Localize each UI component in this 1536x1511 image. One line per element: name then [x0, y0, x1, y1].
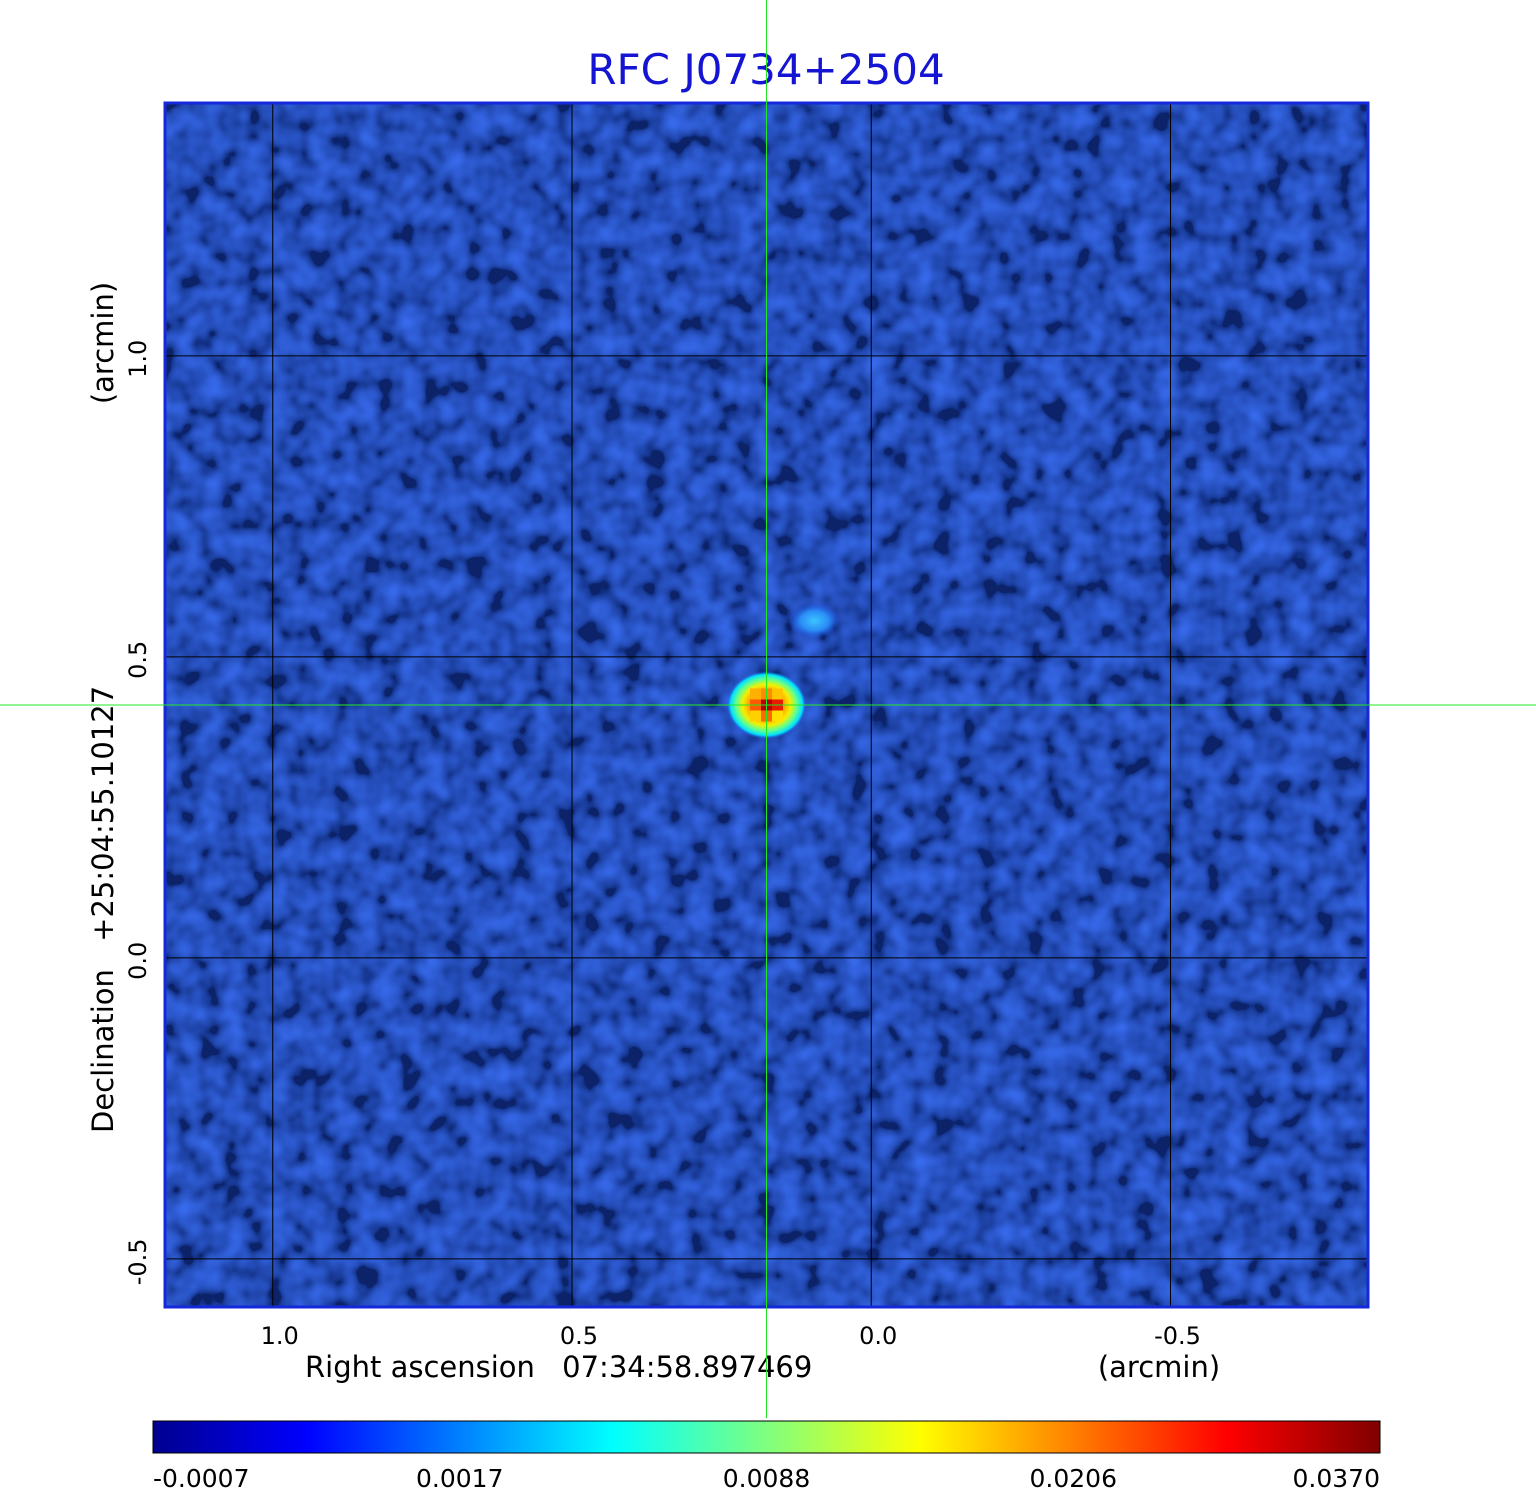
x-axis-center: 07:34:58.897469 [562, 1350, 812, 1384]
x-axis-unit: (arcmin) [1098, 1350, 1220, 1384]
source-pixel [772, 688, 783, 700]
x-tick-labels: 1.0 0.5 0.0 -0.5 [261, 1322, 1201, 1350]
x-tick-label: 0.0 [859, 1322, 897, 1350]
x-tick-label: 1.0 [261, 1322, 299, 1350]
x-tick-label: 0.5 [560, 1322, 598, 1350]
x-tick-label: -0.5 [1154, 1322, 1201, 1350]
y-tick-label: 1.0 [124, 340, 152, 378]
colorbar-tick-label: 0.0206 [1030, 1464, 1117, 1493]
x-axis-name: Right ascension [305, 1350, 535, 1384]
colorbar-tick-label: 0.0370 [1293, 1464, 1380, 1493]
colorbar-tick-label: 0.0017 [416, 1464, 503, 1493]
colorbar-tick-label: -0.0007 [153, 1464, 250, 1493]
colorbar-tick-label: 0.0088 [723, 1464, 810, 1493]
y-tick-label: 0.5 [124, 641, 152, 679]
secondary-feature [788, 602, 841, 639]
y-axis-name: Declination [86, 969, 120, 1133]
y-axis-center: +25:04:55.10127 [86, 686, 120, 942]
colorbar [152, 1420, 1381, 1454]
y-tick-labels: 1.0 0.5 0.0 -0.5 [124, 340, 152, 1285]
y-tick-label: -0.5 [124, 1238, 152, 1285]
y-axis-label: Declination +25:04:55.10127 [86, 686, 120, 1133]
source-pixel [750, 688, 761, 700]
x-axis-label: Right ascension 07:34:58.897469 [305, 1350, 812, 1384]
crosshair [0, 0, 1536, 1418]
source-pixel [772, 710, 783, 722]
source-pixel [750, 710, 761, 722]
y-tick-label: 0.0 [124, 942, 152, 980]
colorbar-tick-labels: -0.0007 0.0017 0.0088 0.0206 0.0370 [153, 1464, 1380, 1493]
y-axis-unit: (arcmin) [86, 282, 120, 404]
